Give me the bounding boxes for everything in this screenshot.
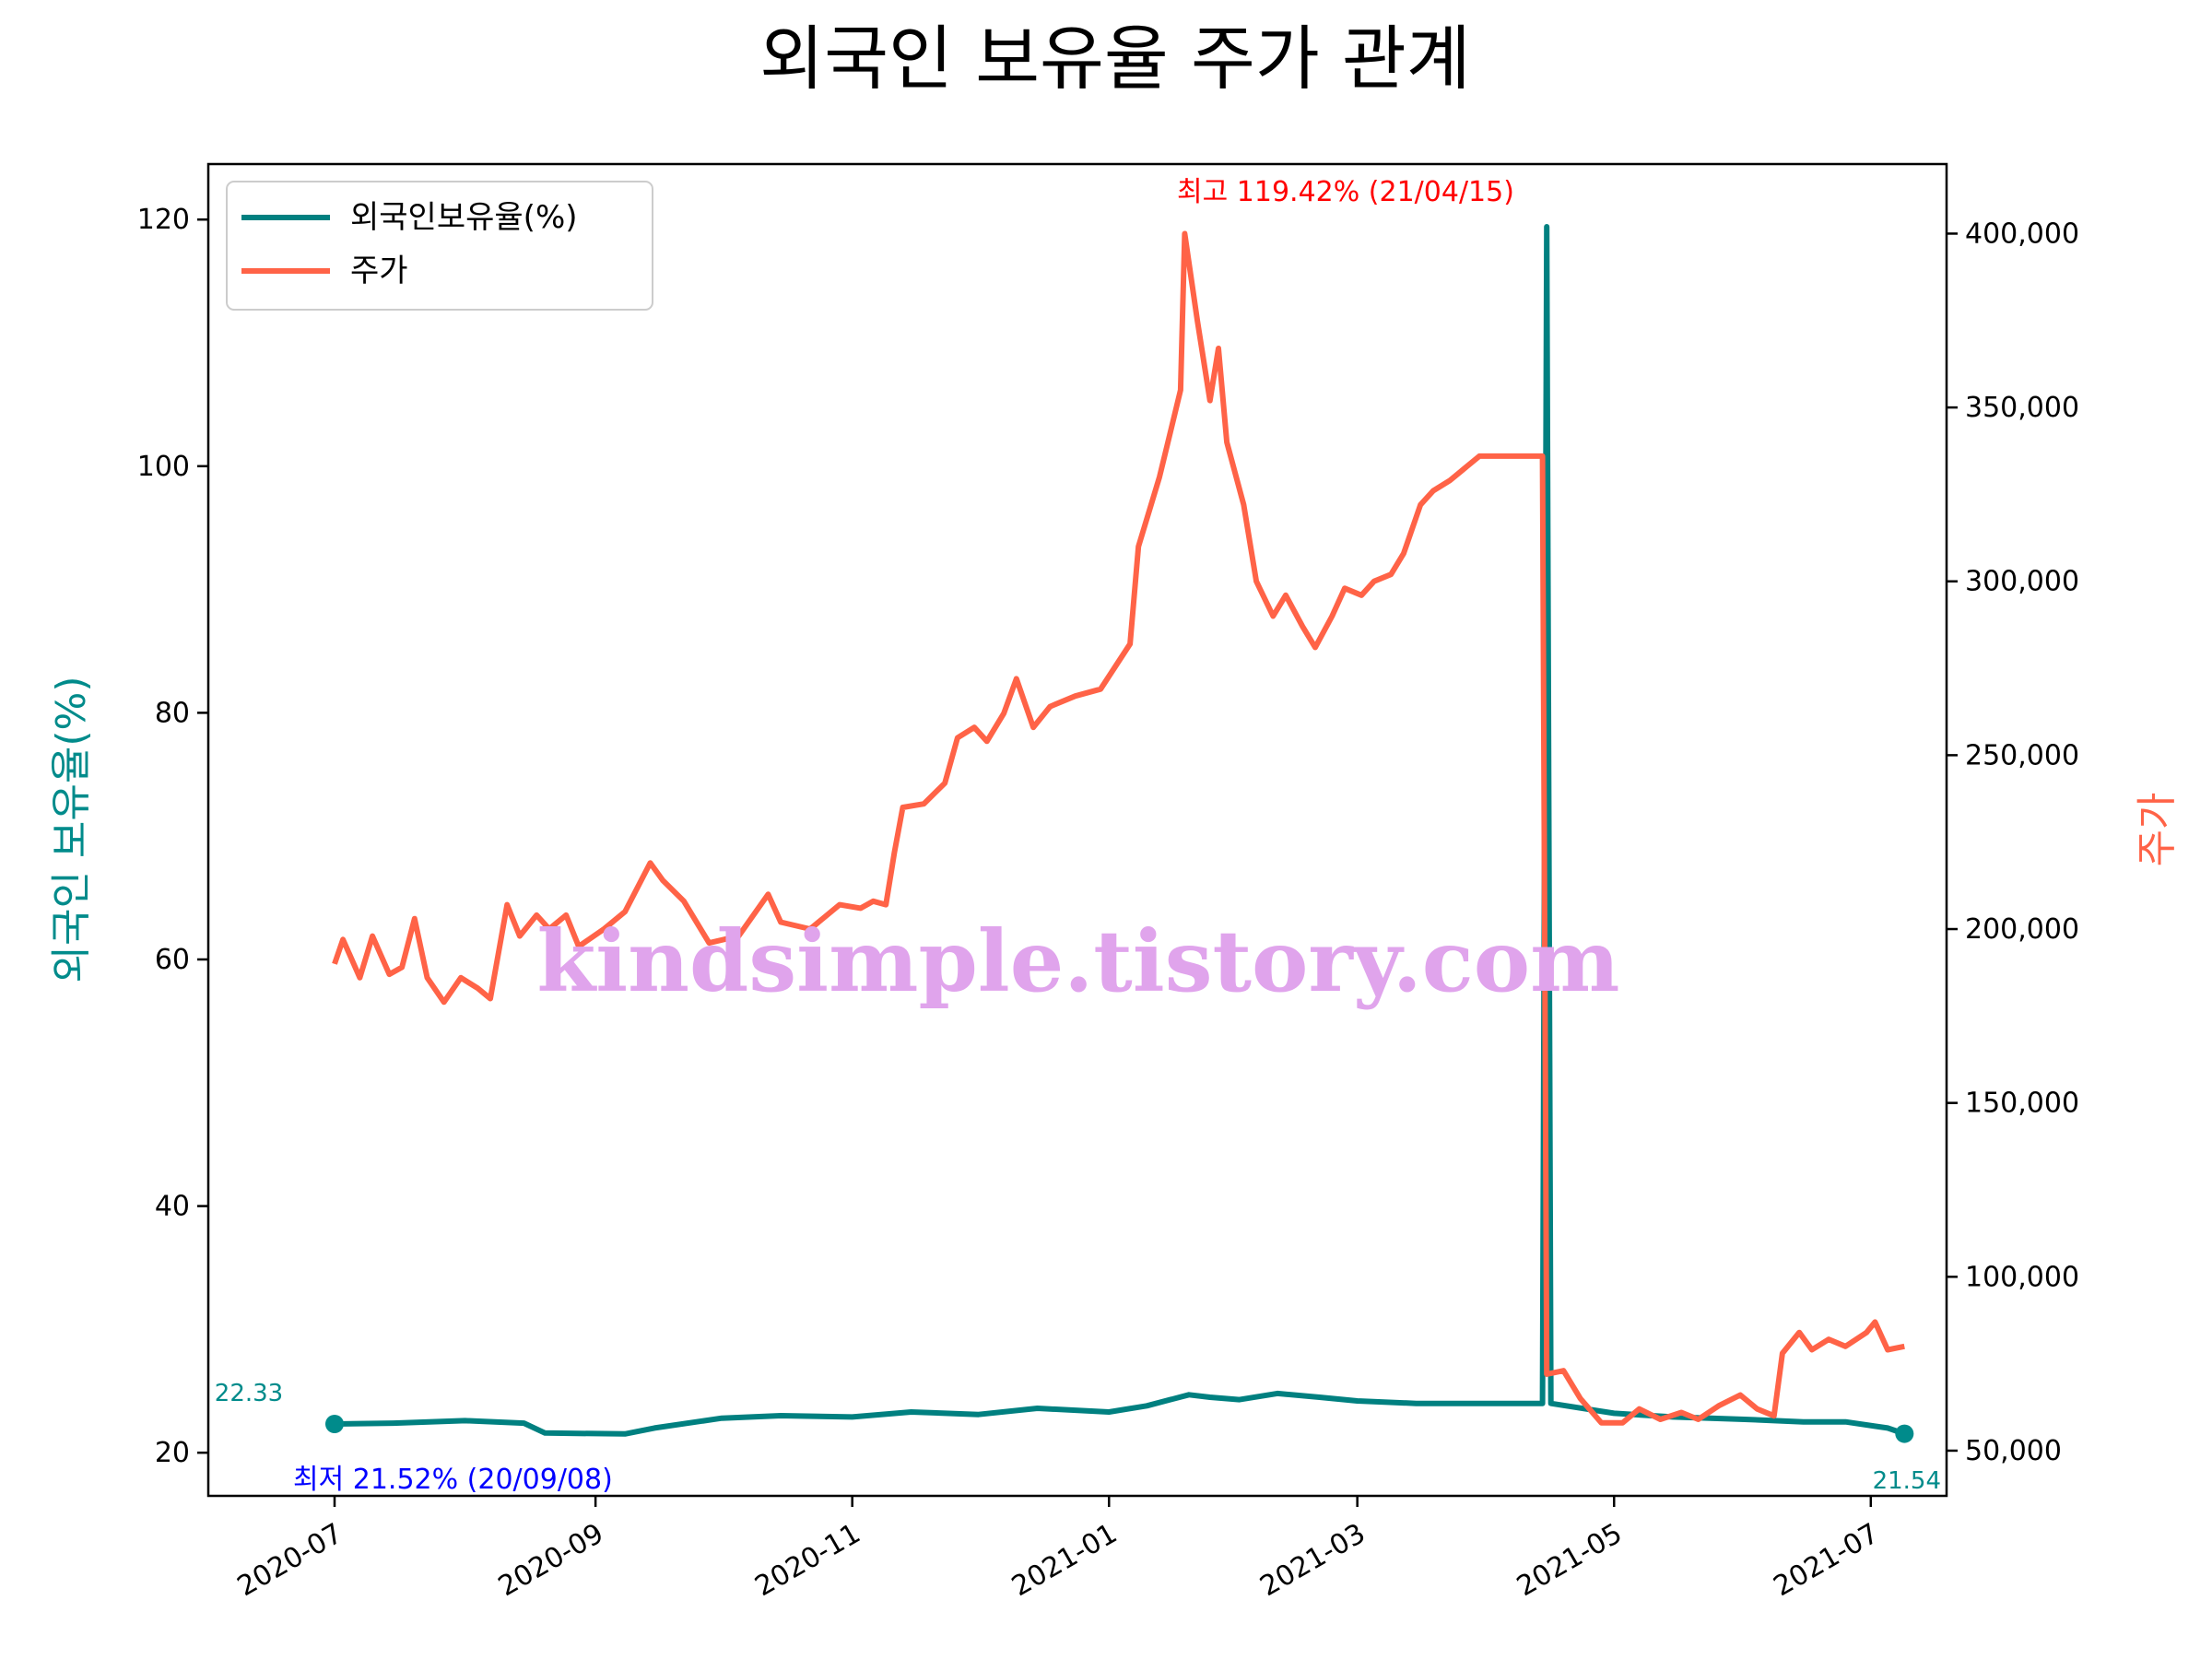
legend: 외국인보유율(%) 주가 bbox=[226, 181, 653, 311]
watermark: kindsimple.tistory.com bbox=[536, 912, 1619, 1011]
y-left-tick-label: 60 bbox=[155, 944, 190, 976]
x-tick-label: 2020-11 bbox=[749, 1517, 865, 1603]
start-point-marker bbox=[324, 1414, 344, 1433]
end-value-label: 21.54 bbox=[1873, 1467, 1941, 1495]
y-right-tick-label: 50,000 bbox=[1965, 1435, 2062, 1467]
legend-label-holding: 외국인보유율(%) bbox=[350, 199, 578, 236]
y-left-tick-label: 40 bbox=[155, 1191, 190, 1223]
x-tick-label: 2020-09 bbox=[493, 1517, 609, 1603]
chart-title: 외국인 보유율 주가 관계 bbox=[759, 18, 1471, 100]
y-right-tick-label: 400,000 bbox=[1965, 218, 2079, 250]
y-right-tick-label: 250,000 bbox=[1965, 739, 2079, 771]
y-right-tick-label: 150,000 bbox=[1965, 1088, 2079, 1120]
x-axis: 2020-07 2020-09 2020-11 2021-01 2021-03 2021-… bbox=[232, 1496, 1885, 1603]
y-axis-right: 50,000 100,000 150,000 200,000 250,000 300,00… bbox=[1947, 218, 2079, 1467]
y-right-tick-label: 300,000 bbox=[1965, 566, 2079, 598]
max-annotation: 최고 119.42% (21/04/15) bbox=[1177, 176, 1514, 208]
plot-area: 2020-07 2020-09 2020-11 2021-01 2021-03 2021-… bbox=[48, 162, 2181, 1603]
x-tick-label: 2021-03 bbox=[1254, 1517, 1371, 1603]
y-right-tick-label: 100,000 bbox=[1965, 1261, 2079, 1293]
stock-price-line bbox=[332, 230, 1905, 1426]
x-tick-label: 2020-07 bbox=[232, 1517, 348, 1603]
y-axis-left: 20 40 60 80 100 120 bbox=[137, 204, 208, 1469]
legend-frame bbox=[226, 181, 653, 311]
y-left-tick-label: 20 bbox=[155, 1437, 190, 1469]
y-label-right: 주가 bbox=[2134, 793, 2181, 867]
legend-label-price: 주가 bbox=[350, 253, 408, 289]
x-tick-label: 2021-05 bbox=[1512, 1517, 1628, 1603]
y-right-tick-label: 350,000 bbox=[1965, 392, 2079, 424]
end-point-marker bbox=[1895, 1424, 1914, 1443]
y-right-tick-label: 200,000 bbox=[1965, 913, 2079, 946]
plot-frame bbox=[206, 162, 1948, 1498]
y-left-tick-label: 80 bbox=[155, 697, 190, 729]
y-label-left: 외국인 보유율(%) bbox=[48, 676, 95, 982]
y-left-tick-label: 120 bbox=[137, 204, 190, 236]
series-layer bbox=[324, 224, 1914, 1443]
y-left-tick-label: 100 bbox=[137, 451, 190, 483]
start-value-label: 22.33 bbox=[215, 1380, 283, 1407]
x-tick-label: 2021-07 bbox=[1769, 1517, 1885, 1603]
x-tick-label: 2021-01 bbox=[1006, 1517, 1123, 1603]
min-annotation: 최저 21.52% (20/09/08) bbox=[293, 1464, 613, 1496]
